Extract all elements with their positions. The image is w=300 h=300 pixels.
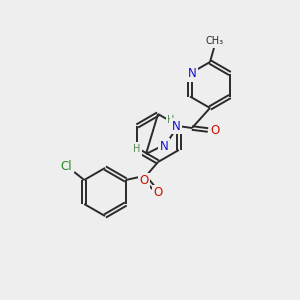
Text: O: O <box>140 175 148 188</box>
Text: O: O <box>210 124 220 136</box>
Text: H: H <box>133 144 141 154</box>
Text: N: N <box>188 67 197 80</box>
Text: CH₃: CH₃ <box>206 36 224 46</box>
Text: N: N <box>172 119 180 133</box>
Text: H: H <box>167 115 175 125</box>
Text: O: O <box>153 187 162 200</box>
Text: N: N <box>160 140 168 152</box>
Text: Cl: Cl <box>60 160 72 173</box>
